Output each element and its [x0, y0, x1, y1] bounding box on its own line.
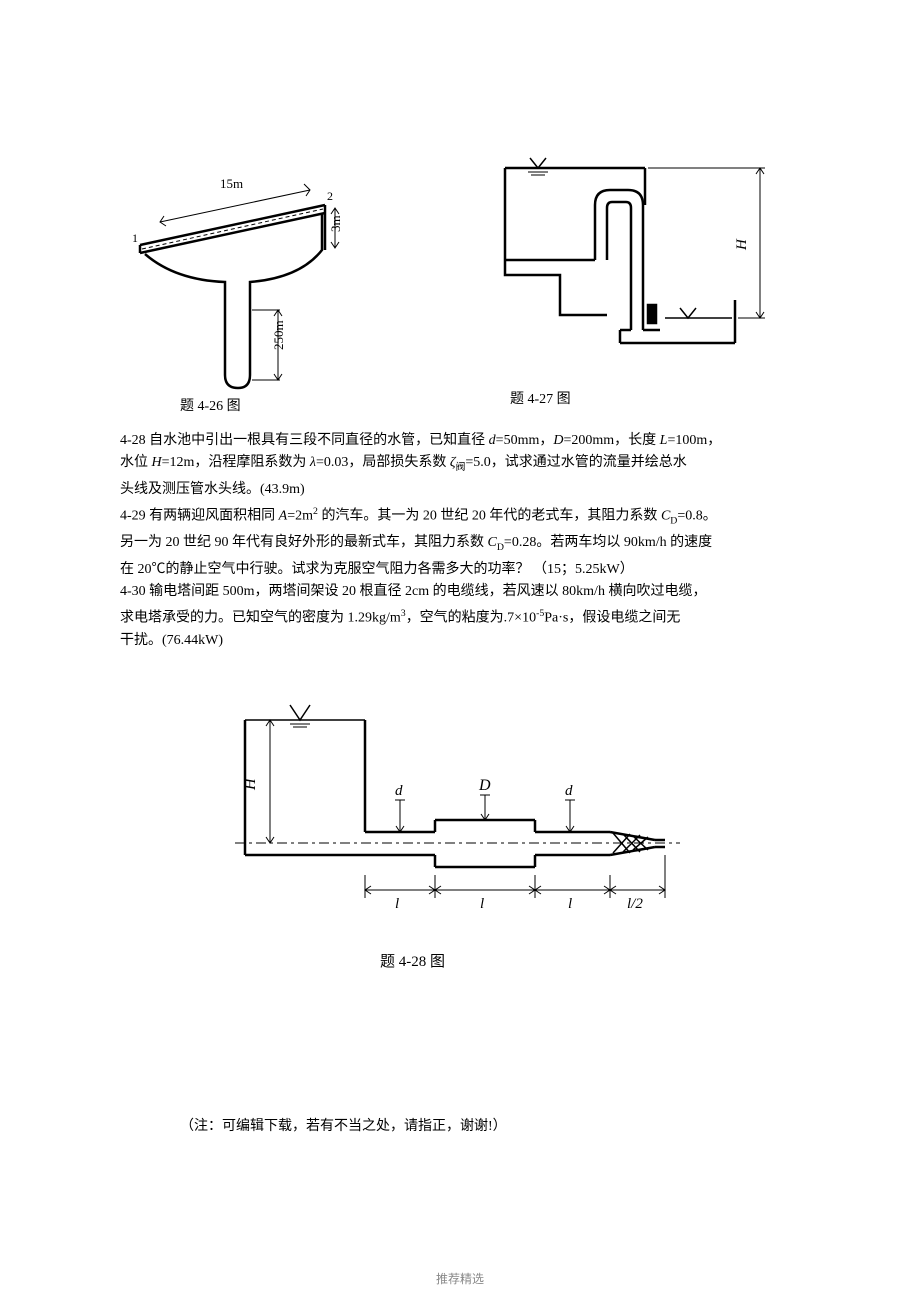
- figure-4-27: H: [500, 150, 790, 410]
- problems-text: 4-28 自水池中引出一根具有三段不同直径的水管，已知直径 d=50mm，D=2…: [120, 430, 810, 652]
- fig27-label-H: H: [734, 238, 750, 251]
- fig28-L4: l/2: [627, 896, 643, 912]
- figure-4-28: H d D d l l l l/2: [235, 680, 685, 945]
- fig28-H: H: [242, 777, 259, 791]
- figure-4-26-caption: 题 4-26 图: [180, 395, 241, 415]
- editor-note: （注：可编辑下载，若有不当之处，请指正，谢谢!）: [180, 1115, 507, 1135]
- problem-4-29: 4-29 有两辆迎风面积相同 A=2m2 的汽车。其一为 20 世纪 20 年代…: [120, 501, 810, 581]
- figure-4-27-svg: H: [500, 150, 790, 390]
- figure-4-28-caption: 题 4-28 图: [380, 950, 445, 971]
- fig28-L3: l: [568, 896, 572, 912]
- fig26-label-3m: 3m: [328, 215, 343, 232]
- fig26-label-15m: 15m: [220, 176, 243, 191]
- fig26-port1: 1: [132, 231, 138, 245]
- fig28-d1: d: [395, 783, 403, 799]
- fig28-L2: l: [480, 896, 484, 912]
- page-footer: 推荐精选: [0, 1270, 920, 1287]
- fig28-D: D: [478, 777, 491, 794]
- figure-4-26-svg: 15m 3m 250m 1 2: [130, 150, 370, 390]
- problem-4-28: 4-28 自水池中引出一根具有三段不同直径的水管，已知直径 d=50mm，D=2…: [120, 430, 810, 501]
- figure-4-26: 15m 3m 250m 1 2: [130, 150, 370, 410]
- fig26-label-250m: 250m: [271, 320, 286, 350]
- fig28-L1: l: [395, 896, 399, 912]
- problem-4-30: 4-30 输电塔间距 500m，两塔间架设 20 根直径 2cm 的电缆线，若风…: [120, 581, 810, 652]
- fig28-d2: d: [565, 783, 573, 799]
- figure-4-28-svg: H d D d l l l l/2: [235, 680, 685, 940]
- figure-4-27-caption: 题 4-27 图: [510, 388, 571, 408]
- fig26-port2: 2: [327, 189, 333, 203]
- top-figure-row: 15m 3m 250m 1 2: [130, 150, 790, 410]
